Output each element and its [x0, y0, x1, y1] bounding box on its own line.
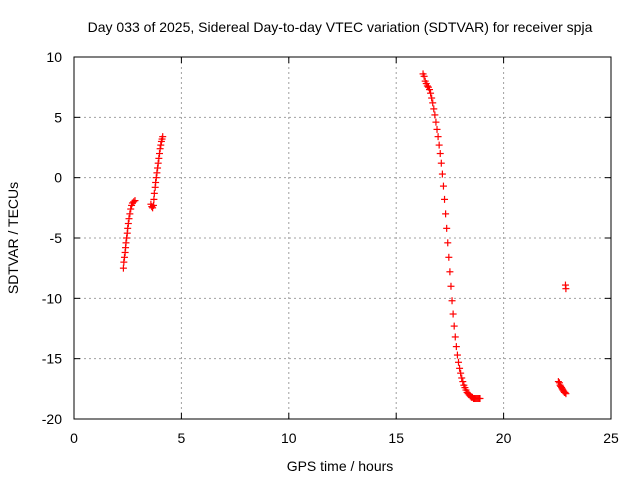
data-point — [449, 310, 457, 318]
data-point — [159, 133, 167, 141]
data-point — [425, 86, 433, 94]
data-point — [435, 141, 443, 149]
data-point — [157, 141, 165, 149]
y-tick-label: 0 — [54, 170, 62, 186]
data-point — [131, 197, 139, 205]
data-point — [458, 374, 466, 382]
data-point — [452, 343, 460, 351]
data-point — [127, 205, 135, 213]
data-point — [430, 105, 438, 113]
data-point — [476, 394, 484, 402]
data-point — [561, 388, 569, 396]
y-tick-label: -5 — [50, 230, 63, 246]
data-point — [444, 239, 452, 247]
data-point — [149, 201, 157, 209]
data-point — [150, 189, 158, 197]
data-point — [427, 89, 435, 97]
data-point — [446, 268, 454, 276]
grid — [74, 57, 611, 419]
data-point — [126, 210, 134, 218]
data-points — [119, 70, 570, 402]
y-tick-label: -15 — [42, 351, 62, 367]
data-point — [562, 390, 570, 398]
data-point — [423, 82, 431, 90]
chart-title: Day 033 of 2025, Sidereal Day-to-day VTE… — [88, 19, 593, 35]
data-point — [554, 378, 562, 386]
data-point — [450, 322, 458, 330]
data-point — [152, 174, 160, 182]
y-tick-label: -10 — [42, 290, 62, 306]
data-point — [439, 182, 447, 190]
x-tick-label: 5 — [178, 430, 186, 446]
data-point — [150, 195, 158, 203]
data-point — [453, 351, 461, 359]
axis-ticks: 0 5 10 15 20 25 -20 -15 -10 -5 0 5 10 — [42, 49, 619, 446]
data-point — [130, 198, 138, 206]
data-point — [428, 94, 436, 102]
plot-frame — [73, 56, 612, 420]
data-point — [420, 72, 428, 80]
data-point — [124, 220, 132, 228]
data-point — [125, 215, 133, 223]
data-point — [122, 239, 130, 247]
x-tick-label: 0 — [70, 430, 78, 446]
y-tick-label: 5 — [54, 109, 62, 125]
data-point — [438, 170, 446, 178]
data-point — [447, 282, 455, 290]
y-tick-label: 10 — [46, 49, 62, 65]
data-point — [459, 378, 467, 386]
data-point — [155, 154, 163, 162]
data-point — [155, 150, 163, 158]
data-point — [454, 358, 462, 366]
data-point — [431, 111, 439, 119]
y-axis-label: SDTVAR / TECUs — [5, 182, 21, 294]
x-axis-label: GPS time / hours — [287, 458, 394, 474]
x-tick-label: 25 — [603, 430, 619, 446]
data-point — [429, 99, 437, 107]
x-tick-label: 15 — [388, 430, 404, 446]
data-point — [441, 195, 449, 203]
data-point — [152, 178, 160, 186]
data-point — [432, 118, 440, 126]
data-point — [442, 210, 450, 218]
data-point — [436, 150, 444, 158]
data-point — [443, 224, 451, 232]
data-point — [153, 169, 161, 177]
data-point — [434, 133, 442, 141]
data-point — [120, 253, 128, 261]
data-point — [562, 285, 570, 293]
x-tick-label: 10 — [281, 430, 297, 446]
data-point — [123, 234, 131, 242]
x-tick-label: 20 — [496, 430, 512, 446]
data-point — [445, 253, 453, 261]
y-tick-label: -20 — [42, 411, 62, 427]
data-point — [448, 297, 456, 305]
data-point — [437, 159, 445, 167]
data-point — [148, 203, 156, 211]
data-point — [154, 159, 162, 167]
data-point — [124, 224, 132, 232]
data-point — [457, 369, 465, 377]
data-point — [120, 258, 128, 266]
data-point — [119, 264, 127, 272]
data-point — [456, 364, 464, 372]
data-point — [451, 333, 459, 341]
data-point — [154, 164, 162, 172]
data-point — [433, 125, 441, 133]
data-point — [156, 145, 164, 153]
